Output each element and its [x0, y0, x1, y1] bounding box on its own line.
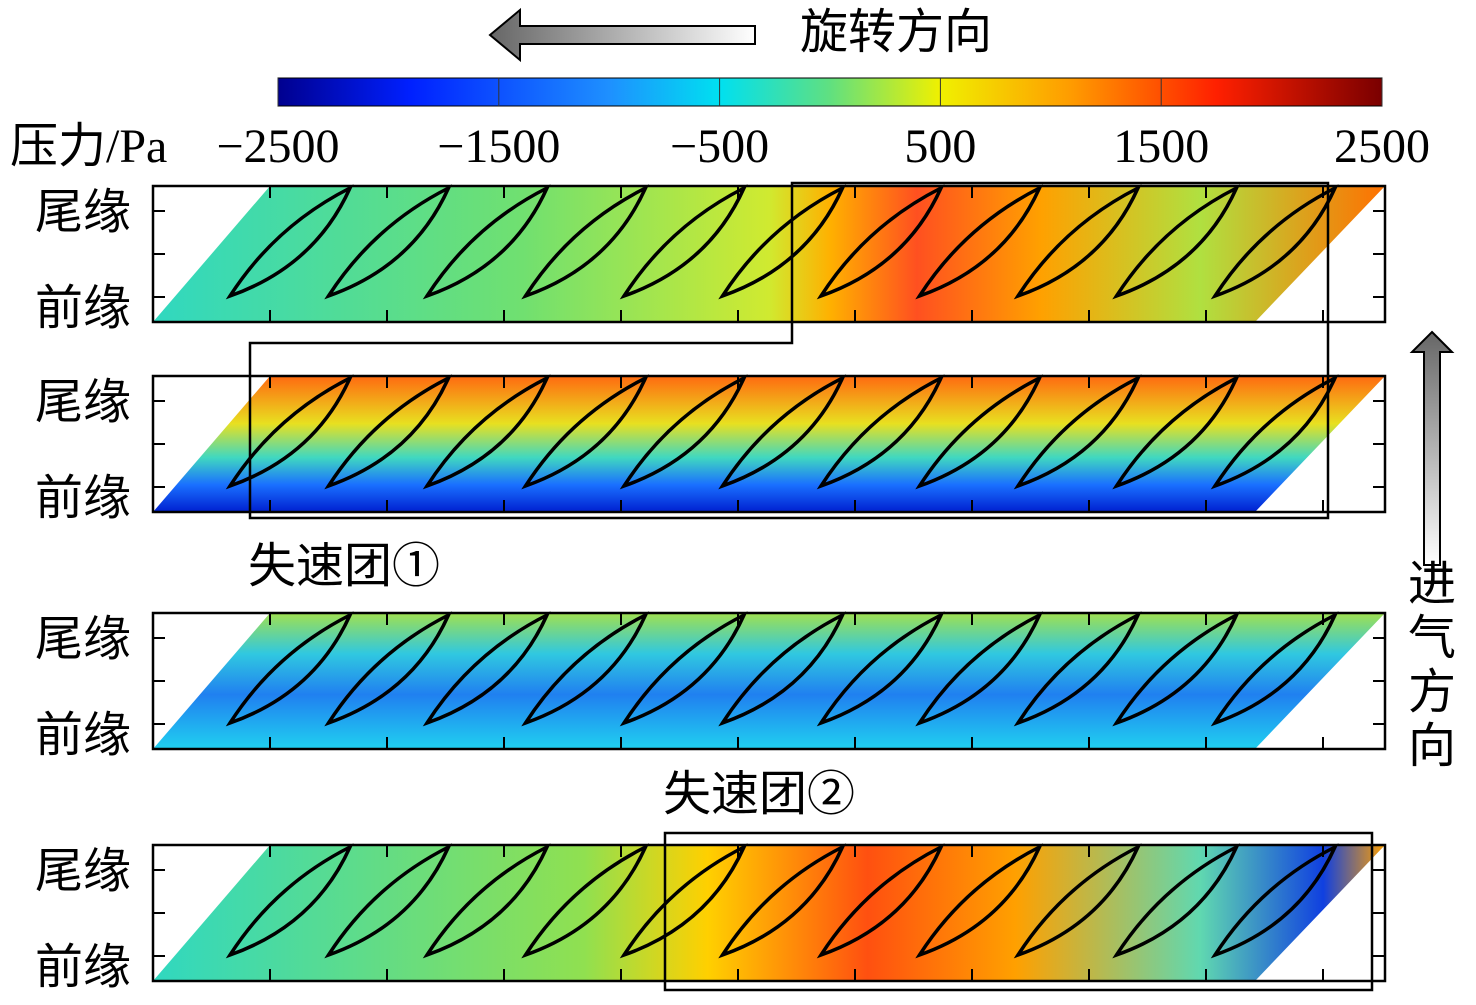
- blade: [422, 374, 551, 490]
- blade: [225, 843, 354, 959]
- blade: [1013, 184, 1142, 300]
- blade: [619, 611, 748, 727]
- blade: [521, 374, 650, 490]
- colorbar-tick-label: 500: [904, 120, 976, 173]
- inflow-label: 进气方向: [1408, 558, 1456, 773]
- stall-cell-box: [663, 831, 1374, 992]
- blade: [718, 843, 847, 959]
- blade: [718, 184, 847, 300]
- blade: [915, 611, 1044, 727]
- colorbar-tick-label: −1500: [437, 120, 560, 173]
- leading-edge-label: 前缘: [35, 709, 131, 762]
- blade: [521, 611, 650, 727]
- pressure-contour: [153, 376, 1385, 512]
- colorbar: [277, 77, 1383, 107]
- annotation: 失速团①: [248, 540, 440, 593]
- pressure-contour: [153, 845, 1385, 981]
- annotation: 失速团②: [663, 768, 855, 821]
- blade: [619, 374, 748, 490]
- stall-cell-box: [248, 181, 1330, 520]
- blade: [1210, 843, 1339, 959]
- blade: [324, 374, 453, 490]
- trailing-edge-label: 尾缘: [35, 376, 131, 429]
- blade: [1013, 843, 1142, 959]
- blade: [915, 374, 1044, 490]
- blade: [422, 184, 551, 300]
- trailing-edge-label: 尾缘: [35, 613, 131, 666]
- trailing-edge-label: 尾缘: [35, 845, 131, 898]
- blade: [718, 374, 847, 490]
- blade: [619, 843, 748, 959]
- blade: [225, 374, 354, 490]
- blade: [816, 184, 945, 300]
- blade: [1210, 184, 1339, 300]
- rotation-label: 旋转方向: [800, 6, 992, 59]
- blade: [1112, 184, 1241, 300]
- blade: [225, 184, 354, 300]
- colorbar-tick-label: 2500: [1334, 120, 1430, 173]
- pressure-contour: [153, 613, 1385, 749]
- leading-edge-label: 前缘: [35, 472, 131, 525]
- blade: [521, 184, 650, 300]
- blade: [915, 184, 1044, 300]
- blade: [1112, 611, 1241, 727]
- blade: [915, 843, 1044, 959]
- leading-edge-label: 前缘: [35, 282, 131, 335]
- colorbar-tick-label: −2500: [216, 120, 339, 173]
- blade: [324, 611, 453, 727]
- blade: [422, 843, 551, 959]
- blade: [324, 843, 453, 959]
- blade: [324, 184, 453, 300]
- trailing-edge-label: 尾缘: [35, 186, 131, 239]
- colorbar-tick-label: −500: [670, 120, 769, 173]
- blade: [1210, 374, 1339, 490]
- blade: [619, 184, 748, 300]
- blade: [422, 611, 551, 727]
- leading-edge-label: 前缘: [35, 941, 131, 994]
- inflow-arrow: [1409, 330, 1455, 566]
- blade: [1112, 374, 1241, 490]
- blade: [1013, 374, 1142, 490]
- pressure-contour: [153, 186, 1385, 322]
- blade: [1210, 611, 1339, 727]
- colorbar-label: 压力/Pa: [10, 120, 167, 173]
- rotation-arrow: [488, 7, 756, 63]
- blade: [1112, 843, 1241, 959]
- blade: [816, 611, 945, 727]
- blade: [225, 611, 354, 727]
- blade: [816, 843, 945, 959]
- blade: [1013, 611, 1142, 727]
- colorbar-tick-label: 1500: [1113, 120, 1209, 173]
- blade: [718, 611, 847, 727]
- blade: [816, 374, 945, 490]
- blade: [521, 843, 650, 959]
